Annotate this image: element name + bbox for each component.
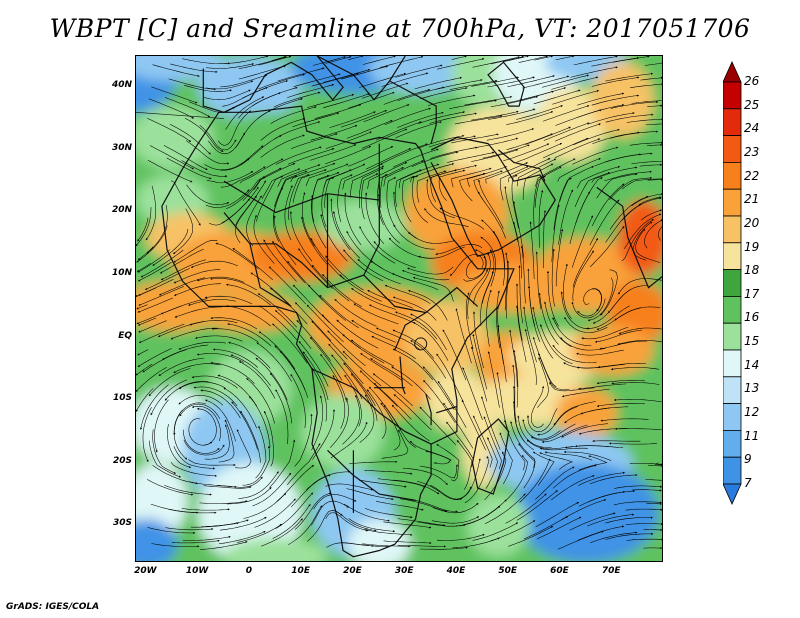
lat-tick-label: 10S (112, 393, 132, 404)
colorbar-tick-label: 9 (744, 452, 752, 467)
colorbar-swatch (723, 269, 742, 297)
colorbar-tick-label: 21 (744, 192, 760, 207)
colorbar-swatch (723, 403, 742, 431)
colorbar-swatch (723, 188, 742, 217)
lon-tick-label: 40E (446, 566, 466, 576)
colorbar-tick-label: 18 (744, 263, 760, 278)
colorbar-swatch (723, 349, 742, 378)
lat-tick-label: 40N (111, 80, 132, 91)
colorbar-tick-label: 20 (744, 215, 760, 230)
lat-tick-label: 30N (111, 142, 132, 153)
colorbar-tick-label: 14 (744, 357, 760, 372)
lon-tick-label: 10E (291, 566, 310, 576)
colorbar (723, 61, 742, 505)
lon-tick-label: 30E (394, 566, 414, 576)
lat-tick-label: 20S (112, 455, 132, 466)
lat-tick-label: 10N (111, 268, 132, 279)
lon-tick-label: 50E (498, 566, 518, 576)
colorbar-tick-label: 13 (744, 381, 760, 396)
colorbar-swatch (723, 162, 742, 190)
lon-tick-label: 0 (245, 566, 252, 576)
colorbar-top-arrow (723, 61, 742, 83)
coastlines-borders (136, 56, 662, 558)
colorbar-tick-label: 7 (744, 476, 752, 490)
lat-tick-label: 20N (111, 205, 132, 216)
colorbar-swatch (723, 215, 742, 244)
map-title: WBPT [C] and Sreamline at 700hPa, VT: 20… (49, 14, 751, 43)
wbpt-field-map (136, 56, 662, 561)
colorbar-swatch (723, 322, 742, 351)
colorbar-tick-label: 11 (744, 428, 760, 443)
colorbar-tick-label: 16 (744, 310, 760, 325)
lon-tick-label: 20W (134, 566, 157, 576)
colorbar-swatch (723, 295, 742, 324)
colorbar-swatch (723, 429, 742, 458)
colorbar-swatch (723, 242, 742, 271)
lon-tick-label: 20E (343, 566, 362, 576)
colorbar-swatch (723, 456, 742, 485)
map-plot-area[interactable] (135, 55, 663, 562)
colorbar-tick-label: 19 (744, 239, 760, 254)
lon-tick-label: 60E (550, 566, 569, 576)
lon-tick-label: 70E (601, 566, 621, 576)
colorbar-tick-label: 26 (744, 74, 760, 88)
colorbar-tick-label: 12 (744, 405, 760, 420)
colorbar-swatch (723, 108, 742, 136)
lon-tick-label: 10W (185, 566, 209, 576)
lat-tick-label: EQ (118, 330, 132, 341)
colorbar-swatch (723, 135, 742, 163)
lat-tick-label: 30S (112, 518, 132, 529)
streamlines (136, 56, 662, 550)
colorbar-tick-label: 24 (744, 121, 760, 136)
colorbar-swatch (723, 81, 742, 110)
footer-credit: GrADS: IGES/COLA (6, 602, 100, 612)
colorbar-tick-label: 17 (744, 286, 760, 301)
colorbar-tick-label: 22 (744, 168, 760, 183)
colorbar-swatch (723, 376, 742, 404)
colorbar-tick-label: 23 (744, 144, 760, 159)
colorbar-tick-label: 25 (744, 97, 760, 112)
colorbar-bottom-arrow (723, 483, 742, 505)
colorbar-tick-label: 15 (744, 334, 760, 349)
